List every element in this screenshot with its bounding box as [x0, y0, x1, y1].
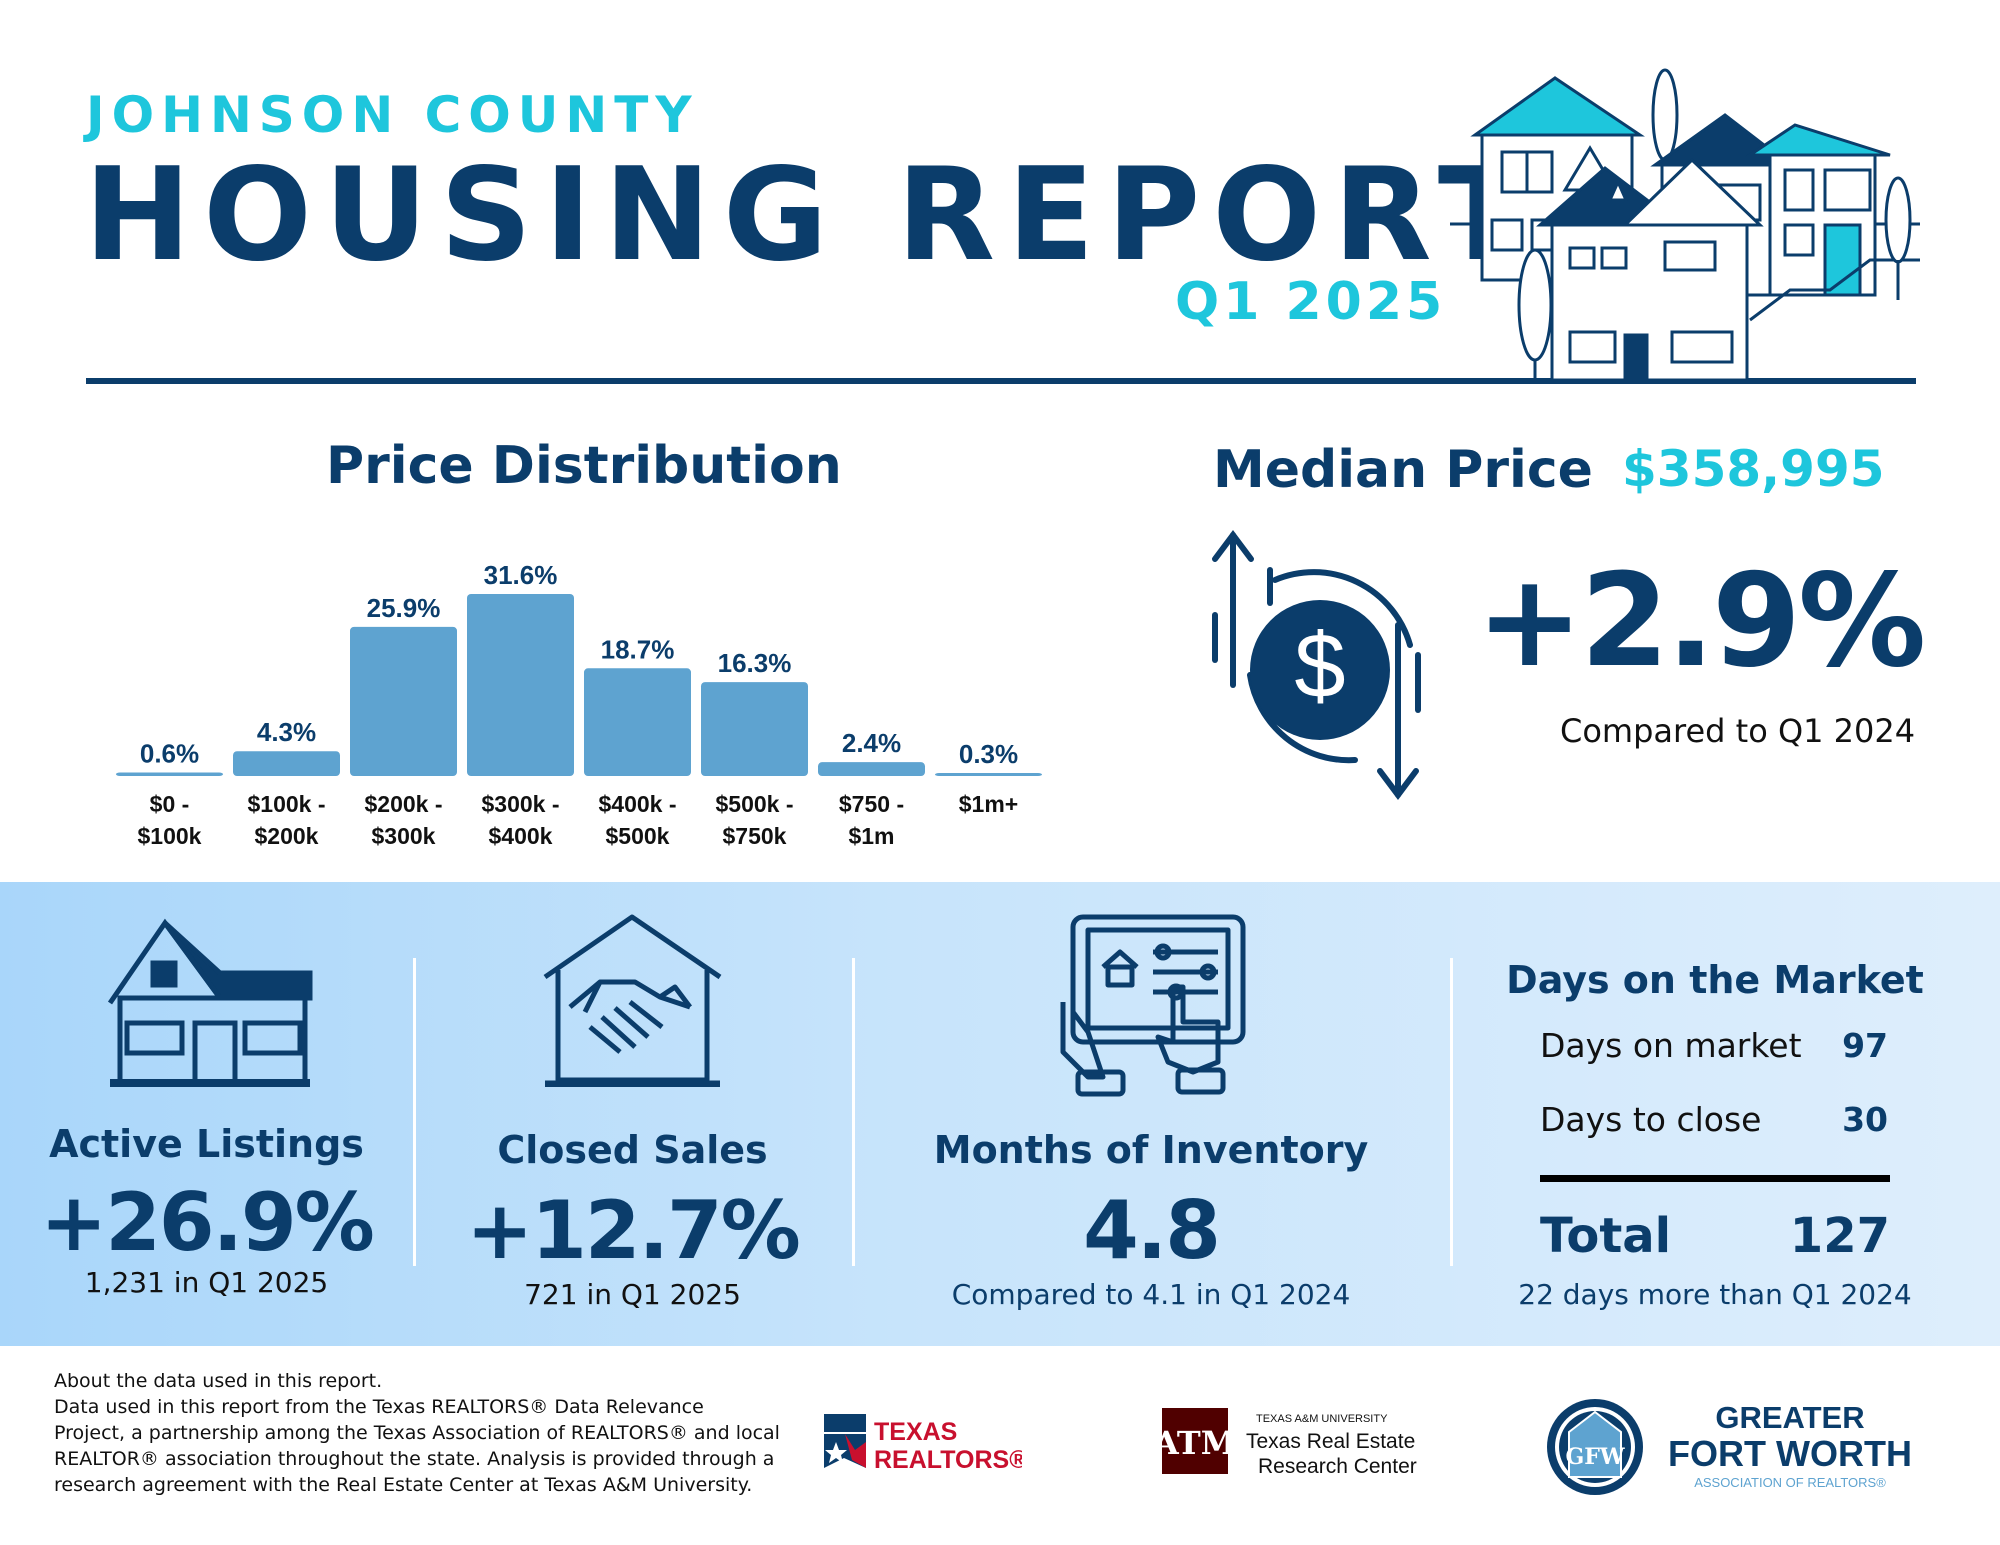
dom-row-label: Days to close — [1540, 1100, 1762, 1139]
median-price-change: +2.9% — [1476, 547, 1926, 696]
months-inventory-value: 4.8 — [1083, 1184, 1221, 1277]
stat-divider — [1450, 958, 1453, 1266]
tick-label: $200k — [255, 823, 319, 849]
county-name: JOHNSON COUNTY — [86, 86, 699, 144]
median-price-label: Median Price — [1213, 440, 1593, 500]
bar — [701, 682, 808, 776]
days-on-market-sub: 22 days more than Q1 2024 — [1518, 1278, 1912, 1311]
houses-illustration-icon — [1450, 68, 1920, 382]
median-price-value: $358,995 — [1622, 440, 1885, 498]
tick-label: $100k - — [247, 791, 325, 817]
house-icon — [107, 918, 313, 1087]
tick-label: $1m — [848, 823, 894, 849]
gfw-line1: GREATER — [1715, 1400, 1864, 1435]
texas-realtors-line2: REALTORS® — [874, 1446, 1022, 1472]
stat-divider — [413, 958, 416, 1266]
tick-label: $300k - — [481, 791, 559, 817]
closed-sales-value: +12.7% — [466, 1184, 801, 1277]
dom-row-value: 97 — [1842, 1026, 1888, 1065]
tick-label: $200k - — [364, 791, 442, 817]
data-label: 25.9% — [367, 593, 441, 623]
about-line: REALTOR® association throughout the stat… — [54, 1448, 775, 1470]
tick-label: $400k - — [598, 791, 676, 817]
active-listings-sub: 1,231 in Q1 2025 — [84, 1266, 329, 1299]
data-label: 2.4% — [842, 728, 901, 758]
tamu-small: TEXAS A&M UNIVERSITY — [1256, 1413, 1388, 1425]
days-on-market-title: Days on the Market — [1506, 958, 1924, 1002]
about-data-text: About the data used in this report. Data… — [54, 1368, 814, 1498]
bar — [350, 626, 457, 776]
tick-label: $1m+ — [959, 791, 1018, 817]
tick-label: $500k - — [715, 791, 793, 817]
header-rule — [86, 378, 1916, 384]
dom-row-value: 30 — [1842, 1100, 1888, 1139]
svg-text:$: $ — [1294, 615, 1345, 717]
about-line: About the data used in this report. — [54, 1370, 383, 1392]
closed-sales-sub: 721 in Q1 2025 — [524, 1278, 741, 1311]
median-price-compare: Compared to Q1 2024 — [1560, 712, 1916, 750]
data-label: 0.6% — [140, 739, 199, 769]
tick-label: $500k — [606, 823, 670, 849]
svg-text:ATM: ATM — [1160, 1424, 1236, 1462]
tamu-logo: ATM TEXAS A&M UNIVERSITY Texas Real Esta… — [1160, 1408, 1417, 1476]
report-title: HOUSING REPORT — [84, 141, 1538, 290]
texas-realtors-line1: TEXAS — [874, 1418, 957, 1446]
months-inventory-sub: Compared to 4.1 in Q1 2024 — [951, 1278, 1351, 1311]
gfw-line3: ASSOCIATION OF REALTORS® — [1694, 1475, 1886, 1490]
bar — [116, 772, 223, 776]
about-line: Project, a partnership among the Texas A… — [54, 1422, 780, 1444]
stats-band — [0, 882, 2000, 1346]
bar — [233, 751, 340, 776]
tick-label: $750k — [723, 823, 787, 849]
dom-total-value: 127 — [1789, 1208, 1890, 1264]
svg-text:GFW: GFW — [1565, 1444, 1624, 1470]
bar — [467, 594, 574, 776]
tick-label: $400k — [489, 823, 553, 849]
dollar-cycle-icon: $ — [1212, 530, 1421, 800]
price-distribution-chart: 0.6% $0 - $100k 4.3% $100k - $200k 25.9% $200k … — [116, 560, 1042, 849]
tick-label: $750 - — [839, 791, 904, 817]
report-quarter: Q1 2025 — [1175, 272, 1447, 332]
months-inventory-title: Months of Inventory — [933, 1128, 1369, 1172]
price-distribution-title: Price Distribution — [326, 436, 842, 496]
tick-label: $0 - — [150, 791, 190, 817]
tamu-line2: Research Center — [1258, 1455, 1417, 1476]
tick-label: $300k — [372, 823, 436, 849]
about-line: research agreement with the Real Estate … — [54, 1474, 753, 1496]
active-listings-value: +26.9% — [40, 1176, 375, 1269]
bar — [584, 668, 691, 776]
tablet-icon — [1060, 914, 1246, 1097]
tick-label: $100k — [138, 823, 202, 849]
tamu-line1: Texas Real Estate — [1246, 1430, 1415, 1453]
dom-total-label: Total — [1540, 1208, 1672, 1264]
gfw-line2: FORT WORTH — [1668, 1433, 1912, 1474]
data-label: 16.3% — [718, 648, 792, 678]
about-line: Data used in this report from the Texas … — [54, 1396, 704, 1418]
dom-row-label: Days on market — [1540, 1026, 1802, 1065]
handshake-house-icon — [543, 914, 722, 1087]
stat-divider — [852, 958, 855, 1266]
active-listings-title: Active Listings — [49, 1122, 364, 1166]
gfw-logo: GFW GREATER FORT WORTH ASSOCIATION OF RE… — [1547, 1399, 1912, 1495]
data-label: 31.6% — [484, 560, 558, 590]
data-label: 18.7% — [601, 634, 675, 664]
dom-total-rule — [1540, 1175, 1890, 1182]
bar — [935, 773, 1042, 776]
texas-realtors-logo: TEXAS REALTORS® — [824, 1414, 1022, 1472]
closed-sales-title: Closed Sales — [497, 1128, 768, 1172]
data-label: 4.3% — [257, 717, 316, 747]
bar — [818, 762, 925, 776]
data-label: 0.3% — [959, 739, 1018, 769]
